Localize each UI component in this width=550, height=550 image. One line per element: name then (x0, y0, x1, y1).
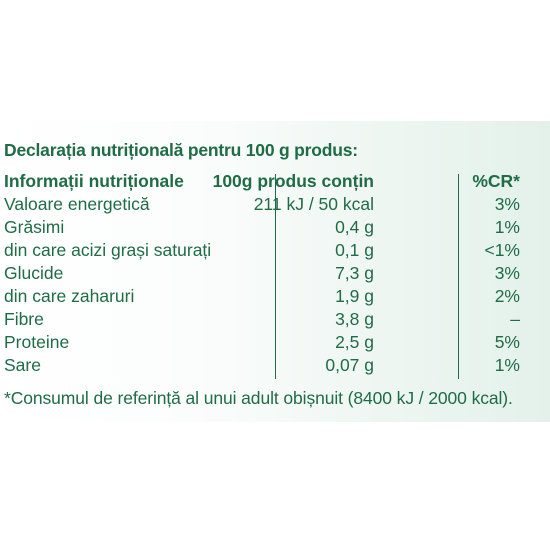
nutrient-cr: 1% (494, 355, 520, 375)
table-header: Informații nutriționale 100g produs conț… (0, 170, 550, 192)
nutrition-title: Declarația nutrițională pentru 100 g pro… (4, 140, 358, 160)
nutrient-cr: 5% (494, 332, 520, 352)
nutrient-name: Sare (4, 355, 41, 375)
header-per-100g: 100g produs conțin (212, 171, 374, 191)
table-row: Sare 0,07 g 1% (0, 354, 550, 376)
nutrient-cr: 3% (494, 194, 520, 214)
column-divider-left (275, 174, 276, 379)
table-row: din care acizi grași saturați 0,1 g <1% (0, 239, 550, 261)
nutrient-name: din care zaharuri (4, 286, 135, 306)
nutrient-name: Fibre (4, 309, 44, 329)
nutrient-value: 0,07 g (325, 355, 374, 375)
nutrient-name: Glucide (4, 263, 64, 283)
table-row: din care zaharuri 1,9 g 2% (0, 285, 550, 307)
nutrient-name: Proteine (4, 332, 70, 352)
nutrient-cr: – (510, 309, 520, 329)
table-row: Fibre 3,8 g – (0, 308, 550, 330)
nutrient-name: din care acizi grași saturați (4, 240, 212, 260)
nutrient-value: 7,3 g (335, 263, 374, 283)
column-divider-right (458, 174, 459, 379)
table-row: Grăsimi 0,4 g 1% (0, 216, 550, 238)
footnote: *Consumul de referință al unui adult obi… (4, 388, 513, 408)
nutrient-value: 211 kJ / 50 kcal (253, 194, 374, 214)
nutrient-value: 0,1 g (335, 240, 374, 260)
table-row: Glucide 7,3 g 3% (0, 262, 550, 284)
nutrient-value: 2,5 g (335, 332, 374, 352)
nutrient-value: 3,8 g (335, 309, 374, 329)
nutrient-cr: 2% (494, 286, 520, 306)
table-row: Proteine 2,5 g 5% (0, 331, 550, 353)
header-nutrient: Informații nutriționale (4, 171, 184, 191)
nutrient-name: Grăsimi (4, 217, 65, 237)
nutrient-name: Valoare energetică (4, 194, 150, 214)
nutrient-cr: <1% (484, 240, 520, 260)
nutrient-cr: 3% (494, 263, 520, 283)
nutrient-value: 1,9 g (335, 286, 374, 306)
nutrient-cr: 1% (494, 217, 520, 237)
header-cr: %CR* (472, 171, 520, 191)
nutrient-value: 0,4 g (335, 217, 374, 237)
table-row: Valoare energetică 211 kJ / 50 kcal 3% (0, 193, 550, 215)
